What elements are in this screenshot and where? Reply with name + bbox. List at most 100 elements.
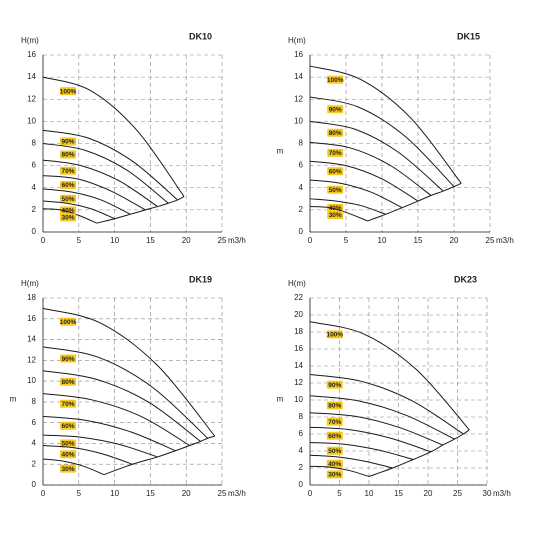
y-tick-label: 16	[294, 50, 303, 59]
curve-tag: 40%	[62, 451, 75, 458]
pump-curve	[309, 412, 443, 446]
curve-tag-bg	[60, 399, 77, 408]
pump-curve	[309, 96, 455, 187]
y-tick-label: 6	[299, 429, 304, 438]
curve-tag: 30%	[328, 472, 341, 479]
y-tick-label: 12	[294, 378, 303, 387]
y-tick-label: 4	[32, 183, 37, 192]
curve-tag-bg	[326, 431, 343, 440]
y-tick-label: 20	[294, 310, 303, 319]
envelope-line	[103, 435, 215, 476]
y-tick-label: 18	[294, 327, 303, 336]
pump-curve	[42, 143, 169, 204]
y-tick-label: 6	[299, 161, 304, 170]
curve-tag: 50%	[62, 441, 75, 448]
y-tick-label: 2	[32, 205, 37, 214]
x-tick-label: 25	[218, 236, 227, 245]
curve-tag: 40%	[62, 208, 75, 215]
curve-tag-bg	[60, 166, 77, 175]
x-tick-label: 20	[182, 489, 191, 498]
curve-tag-bg	[60, 450, 77, 459]
x-tick-label: 25	[218, 489, 227, 498]
curve-tag: 30%	[62, 215, 75, 222]
curve-tag: 80%	[328, 403, 341, 410]
x-tick-label: 20	[182, 236, 191, 245]
curve-tag-bg	[60, 206, 77, 215]
envelope-line	[367, 182, 462, 222]
pump-curve	[309, 198, 386, 215]
x-tick-label: 10	[110, 236, 119, 245]
y-tick-label: 8	[299, 412, 304, 421]
x-tick-label: 10	[110, 489, 119, 498]
y-tick-label: 10	[294, 116, 303, 125]
pump-curve	[42, 346, 209, 439]
curve-tag: 50%	[62, 196, 75, 203]
pump-curve	[309, 141, 432, 196]
curve-tag-bg	[60, 181, 77, 190]
curve-tag-bg	[326, 470, 343, 479]
x-tick-label: 20	[424, 489, 433, 498]
x-tick-label: 25	[486, 236, 495, 245]
pump-curve	[42, 188, 131, 215]
y-axis-label: H(m)	[21, 279, 39, 288]
pump-curve	[42, 159, 158, 207]
curve-tag: 90%	[62, 139, 75, 146]
pump-curve	[309, 442, 414, 460]
curve-tag: 100%	[60, 319, 77, 326]
pump-curve	[309, 395, 455, 440]
pump-curve	[309, 65, 462, 184]
x-tick-label: 0	[308, 489, 313, 498]
x-tick-label: 10	[365, 489, 374, 498]
curve-tag: 80%	[62, 152, 75, 159]
pump-curve	[42, 445, 133, 465]
y-tick-label: 4	[299, 183, 304, 192]
pump-curve	[309, 179, 403, 209]
y-tick-label: 4	[32, 439, 37, 448]
y-tick-label: 2	[32, 459, 37, 468]
y-tick-label: 14	[27, 335, 36, 344]
x-axis-label: m3/h	[228, 489, 246, 498]
pump-curve	[42, 434, 158, 458]
curve-tag: 70%	[62, 401, 75, 408]
y-tick-label: 12	[294, 94, 303, 103]
pump-curve	[309, 160, 419, 202]
curve-tag: 90%	[329, 106, 342, 113]
x-tick-label: 30	[483, 489, 492, 498]
curve-tag: 30%	[329, 212, 342, 219]
pump-curve	[42, 415, 176, 452]
chart-title: DK23	[454, 274, 477, 284]
curve-tag: 80%	[62, 379, 75, 386]
x-tick-label: 15	[146, 489, 155, 498]
pump-curve	[42, 76, 185, 197]
y-tick-label: 0	[32, 480, 37, 489]
curve-tag-bg	[326, 417, 343, 426]
curve-tag: 40%	[328, 461, 341, 468]
y-axis-label: H(m)	[288, 279, 306, 288]
x-axis-label: m3/h	[493, 489, 511, 498]
curve-tag-bg	[60, 354, 77, 363]
pump-curve	[42, 129, 178, 201]
curve-tag-bg	[326, 380, 343, 389]
chart-title: DK10	[189, 31, 212, 41]
y-tick-label: 8	[32, 397, 37, 406]
y-tick-label: 16	[27, 50, 36, 59]
curve-tag: 60%	[329, 169, 342, 176]
pump-curve	[42, 208, 97, 224]
envelope-line	[368, 429, 470, 477]
curve-tag-bg	[327, 75, 344, 84]
curve-tag-bg	[327, 128, 344, 137]
y-tick-label: 0	[299, 480, 304, 489]
curve-tag: 90%	[62, 356, 75, 363]
chart-panel: 0 2 4 6 8 10 12 14 16 0 5 10 15 20 25 DK10 H(m) m3/h 100% 9…	[21, 31, 246, 245]
y-side-label: m	[277, 147, 284, 156]
y-tick-label: 16	[294, 344, 303, 353]
curve-tag-bg	[60, 439, 77, 448]
y-tick-label: 14	[294, 361, 303, 370]
x-tick-label: 5	[344, 236, 349, 245]
curve-tag: 70%	[62, 168, 75, 175]
curve-tag-bg	[326, 459, 343, 468]
x-tick-label: 5	[337, 489, 342, 498]
curve-tag-bg	[60, 377, 77, 386]
curve-tag: 60%	[328, 433, 341, 440]
